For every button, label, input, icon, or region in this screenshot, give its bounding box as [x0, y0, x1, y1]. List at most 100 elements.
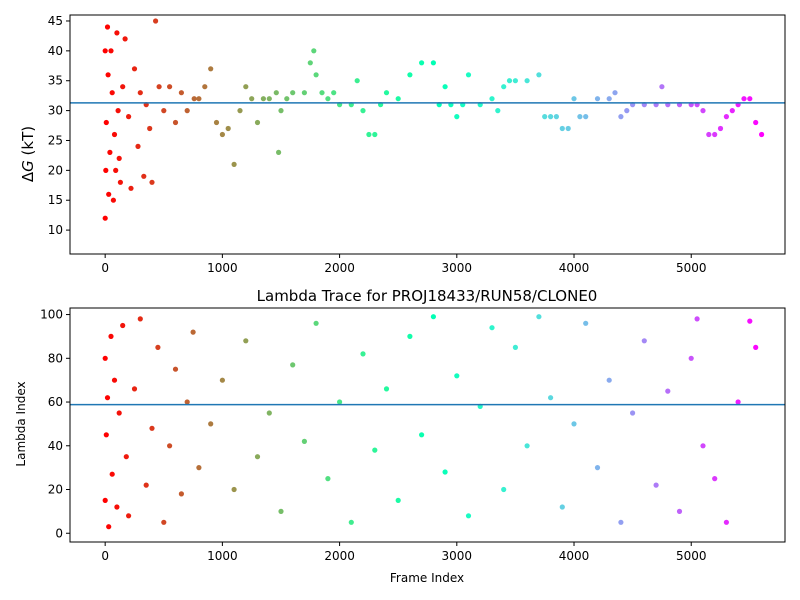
- lambda-trace-x-tick-label: 3000: [442, 549, 473, 563]
- delta-g-point: [284, 96, 290, 102]
- delta-g-point: [172, 119, 179, 126]
- delta-g-point: [753, 119, 759, 126]
- delta-g-point: [542, 114, 548, 120]
- delta-g-point: [254, 119, 261, 126]
- delta-g-point: [512, 78, 519, 84]
- delta-g-point: [128, 185, 134, 191]
- delta-g-point: [231, 161, 237, 167]
- delta-g-point: [117, 179, 123, 185]
- lambda-trace-point: [524, 443, 530, 449]
- lambda-trace-point: [571, 421, 577, 427]
- delta-g-panel: 0 1000 2000 3000 4000 5000 10 15 20 25 30 35 40 45 Δ…: [19, 14, 786, 275]
- delta-g-point: [147, 125, 153, 132]
- delta-g-point: [107, 149, 113, 155]
- lambda-trace-point: [131, 386, 138, 392]
- delta-g-point: [116, 155, 122, 161]
- delta-g-point: [360, 108, 366, 114]
- lambda-trace-point: [161, 519, 167, 525]
- delta-g-point: [102, 215, 108, 221]
- delta-g-x-tick-label: 3000: [442, 261, 473, 275]
- delta-g-point: [108, 48, 114, 54]
- lambda-trace-point: [254, 454, 261, 460]
- delta-g-x-tick-label: 1000: [207, 261, 238, 275]
- lambda-trace-point: [178, 491, 184, 497]
- lambda-trace-x-tick-label: 1000: [207, 549, 238, 563]
- delta-g-point: [120, 84, 126, 90]
- lambda-trace-point: [290, 362, 296, 368]
- lambda-trace-point: [430, 314, 436, 320]
- lambda-trace-point: [167, 443, 173, 449]
- delta-g-point: [301, 90, 307, 96]
- delta-g-point: [712, 131, 718, 138]
- lambda-trace-point: [301, 438, 307, 444]
- lambda-trace-point: [360, 351, 366, 357]
- delta-g-point: [606, 96, 612, 102]
- lambda-trace-point: [313, 320, 319, 326]
- lambda-trace-x-tick-label: 5000: [676, 549, 707, 563]
- lambda-trace-point: [149, 425, 155, 431]
- delta-g-point: [524, 78, 530, 84]
- delta-g-point: [114, 30, 120, 36]
- lambda-trace-point: [383, 386, 390, 392]
- delta-g-point: [594, 96, 601, 102]
- lambda-trace-point: [348, 519, 354, 525]
- delta-g-point: [167, 84, 173, 90]
- delta-g-y-axis-label: ΔG (kT): [19, 126, 37, 182]
- lambda-trace-point: [641, 338, 647, 344]
- lambda-trace-point: [559, 504, 565, 510]
- lambda-trace-point: [108, 333, 114, 339]
- delta-g-point: [659, 84, 665, 90]
- lambda-trace-point: [606, 377, 612, 383]
- lambda-trace-y-tick-label: 20: [48, 483, 63, 497]
- delta-g-point: [208, 66, 214, 72]
- lambda-trace-title: Lambda Trace for PROJ18433/RUN58/CLONE0: [257, 287, 598, 305]
- delta-g-x-tick-label: 4000: [559, 261, 590, 275]
- delta-g-y-tick-label: 25: [48, 133, 63, 147]
- delta-g-point: [161, 108, 167, 114]
- delta-g-point: [105, 72, 111, 78]
- delta-g-point: [395, 96, 401, 102]
- delta-g-point: [249, 96, 255, 102]
- delta-g-point: [624, 108, 630, 114]
- delta-g-point: [759, 131, 765, 138]
- delta-g-point: [465, 72, 472, 78]
- delta-g-point: [178, 90, 184, 96]
- delta-g-point: [141, 173, 147, 179]
- lambda-trace-point: [548, 395, 554, 401]
- delta-g-y-tick-label: 35: [48, 74, 63, 88]
- lambda-trace-y-tick-label: 100: [40, 308, 63, 322]
- delta-g-point: [331, 90, 337, 96]
- delta-g-point: [536, 72, 542, 78]
- lambda-trace-y-tick-label: 0: [55, 526, 63, 540]
- delta-g-x-tick-label: 0: [101, 261, 109, 275]
- lambda-trace-point: [114, 504, 120, 510]
- delta-g-point: [273, 90, 279, 96]
- lambda-trace-point: [126, 513, 132, 519]
- delta-g-y-label-suffix: (kT): [19, 126, 37, 160]
- delta-g-x-tick-label: 2000: [324, 261, 355, 275]
- lambda-trace-point: [120, 322, 126, 329]
- delta-g-point: [354, 78, 360, 84]
- delta-g-point: [260, 96, 266, 102]
- delta-g-point: [430, 60, 436, 66]
- delta-g-point: [184, 108, 190, 114]
- delta-g-point: [618, 114, 624, 120]
- delta-g-point: [122, 36, 128, 42]
- delta-g-y-tick-label: 45: [48, 14, 63, 28]
- delta-g-point: [225, 125, 231, 132]
- delta-g-x-ticks: 0 1000 2000 3000 4000 5000: [101, 254, 707, 275]
- delta-g-point: [706, 131, 712, 138]
- lambda-trace-point: [583, 320, 589, 326]
- delta-g-y-label-var: G: [19, 160, 37, 172]
- delta-g-point: [276, 149, 282, 155]
- delta-g-point: [196, 96, 202, 102]
- lambda-trace-y-tick-label: 60: [48, 395, 63, 409]
- delta-g-point: [126, 114, 132, 120]
- delta-g-point: [109, 90, 115, 96]
- delta-g-point: [383, 90, 390, 96]
- lambda-trace-y-ticks: 0 20 40 60 80 100: [40, 308, 70, 540]
- delta-g-point: [583, 114, 589, 120]
- delta-g-point: [372, 131, 378, 138]
- delta-g-point: [325, 96, 331, 102]
- delta-g-point: [103, 167, 109, 173]
